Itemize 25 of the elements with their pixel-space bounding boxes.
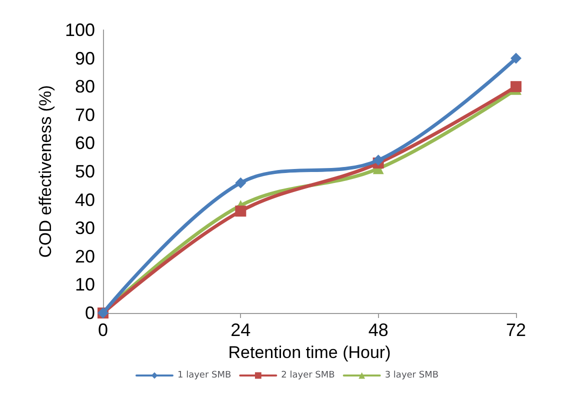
y-tick-label: 0 bbox=[84, 303, 95, 323]
point bbox=[235, 177, 246, 188]
x-tick-label: 72 bbox=[506, 320, 526, 340]
y-tick-label: 60 bbox=[74, 133, 95, 154]
y-tick-label: 50 bbox=[74, 162, 95, 182]
point bbox=[372, 154, 384, 166]
y-tick-label: 90 bbox=[74, 48, 95, 68]
y-tick-label: 100 bbox=[64, 20, 95, 40]
point bbox=[510, 52, 522, 64]
x-axis-title: Retention time (Hour) bbox=[228, 342, 391, 362]
point bbox=[235, 206, 246, 217]
y-axis-title: COD effectiveness (%) bbox=[36, 85, 56, 258]
point bbox=[510, 81, 522, 92]
y-tick-label: 80 bbox=[74, 76, 95, 97]
legend-label: 1 layer SMB bbox=[177, 370, 232, 380]
y-tick-label: 40 bbox=[74, 190, 95, 210]
x-tick-label: 48 bbox=[368, 320, 388, 340]
y-tick-label: 10 bbox=[74, 274, 95, 295]
x-tick-label: 0 bbox=[98, 320, 108, 340]
y-tick-label: 20 bbox=[74, 246, 95, 266]
y-tick-label: 70 bbox=[74, 104, 95, 125]
legend-label: 2 layer SMB bbox=[281, 370, 335, 380]
x-tick-label: 24 bbox=[230, 320, 251, 340]
legend-label: 3 layer SMB bbox=[384, 370, 439, 380]
y-tick-label: 30 bbox=[74, 218, 95, 238]
